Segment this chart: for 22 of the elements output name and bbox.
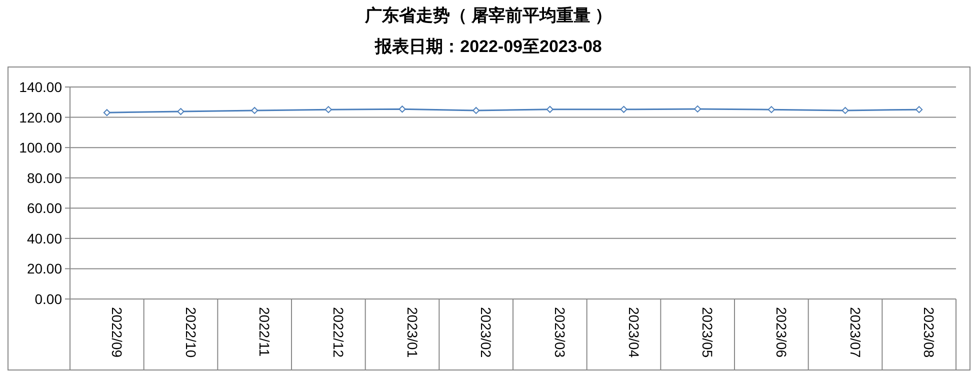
x-tick-label: 2022/11 (256, 307, 273, 357)
y-tick-label: 80.00 (26, 170, 62, 186)
y-tick-label: 120.00 (19, 109, 62, 126)
x-tick-label: 2022/12 (330, 307, 346, 358)
y-tick-label: 60.00 (26, 200, 62, 216)
chart-title: 广东省走势（ 屠宰前平均重量 ） (364, 6, 612, 25)
x-tick-label: 2023/01 (404, 307, 420, 358)
y-tick-label: 140.00 (19, 79, 62, 95)
x-tick-label: 2022/09 (108, 307, 125, 358)
x-tick-label: 2023/02 (478, 307, 494, 358)
y-tick-label: 0.00 (34, 291, 62, 307)
y-tick-label: 100.00 (19, 140, 62, 156)
x-tick-label: 2023/03 (552, 307, 568, 358)
x-tick-label: 2023/06 (773, 307, 790, 358)
chart-subtitle: 报表日期：2022-09至2023-08 (374, 37, 602, 56)
x-tick-label: 2022/10 (182, 307, 199, 358)
y-tick-label: 40.00 (26, 230, 62, 246)
x-tick-label: 2023/05 (700, 307, 716, 358)
x-tick-label: 2023/08 (921, 307, 938, 358)
x-tick-label: 2023/04 (626, 307, 642, 358)
y-tick-label: 20.00 (26, 260, 62, 277)
x-tick-label: 2023/07 (847, 307, 864, 358)
